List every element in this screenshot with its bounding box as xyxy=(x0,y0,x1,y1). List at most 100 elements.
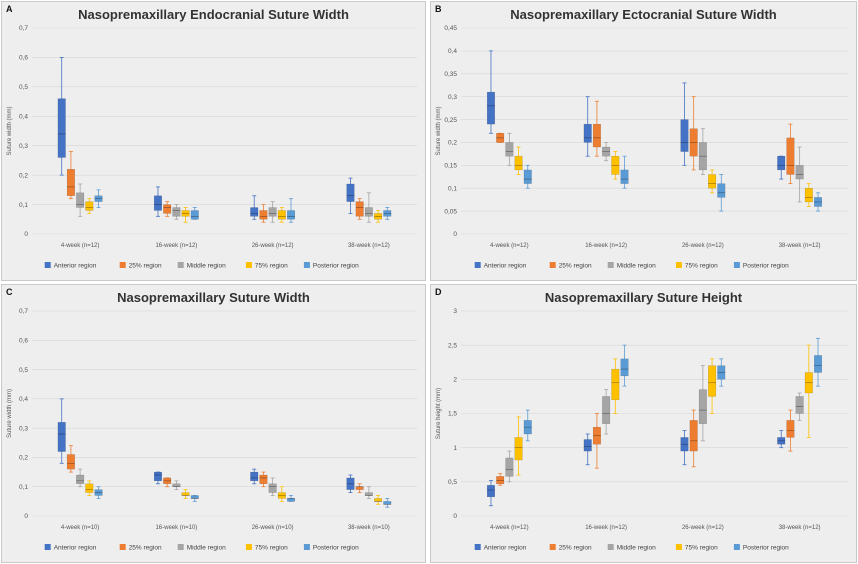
box-iqr xyxy=(190,210,199,220)
y-tick-label: 0,1 xyxy=(19,484,28,491)
legend-label: Posterior region xyxy=(313,263,359,270)
box-iqr xyxy=(804,188,813,203)
box-plot xyxy=(602,389,611,435)
box-iqr xyxy=(163,204,172,214)
box-iqr xyxy=(786,137,795,175)
y-tick-label: 0,2 xyxy=(448,140,457,147)
box-plot xyxy=(689,96,698,171)
x-category-label: 26-week (n=12) xyxy=(682,525,724,531)
box-plot xyxy=(795,146,804,203)
box-iqr xyxy=(611,368,620,401)
box-iqr xyxy=(364,492,373,496)
legend-swatch xyxy=(245,262,252,268)
y-tick-label: 0,15 xyxy=(444,163,457,170)
y-tick-label: 0,4 xyxy=(19,113,28,120)
legend-swatch xyxy=(607,262,614,268)
box-iqr xyxy=(94,489,103,496)
legend-swatch xyxy=(675,262,682,268)
box-iqr xyxy=(355,201,364,217)
box-iqr xyxy=(374,498,383,502)
legend-label: Middle region xyxy=(617,545,656,552)
box-iqr xyxy=(57,98,66,158)
box-iqr xyxy=(172,483,181,487)
y-tick-label: 0,2 xyxy=(19,455,28,462)
box-iqr xyxy=(190,495,199,499)
box-iqr xyxy=(708,365,717,397)
box-iqr xyxy=(505,142,514,157)
box-plot xyxy=(814,192,823,212)
y-tick-label: 0,6 xyxy=(19,55,28,62)
panel-label: D xyxy=(435,287,442,297)
box-plot xyxy=(190,495,199,502)
y-tick-label: 1 xyxy=(453,445,457,452)
chart-title: Nasopremaxillary Suture Height xyxy=(545,290,743,305)
box-plot xyxy=(611,358,620,414)
x-category-label: 4-week (n=12) xyxy=(490,525,529,531)
box-plot xyxy=(698,128,707,175)
legend-label: 25% region xyxy=(129,545,162,552)
chart-title: Nasopremaxillary Ectocranial Suture Widt… xyxy=(510,7,777,22)
box-plot xyxy=(620,344,629,387)
box-plot xyxy=(583,433,592,466)
y-tick-label: 0,1 xyxy=(19,202,28,209)
box-plot xyxy=(804,344,813,438)
box-plot xyxy=(181,207,190,223)
box-iqr xyxy=(514,437,523,461)
x-category-label: 38-week (n=12) xyxy=(348,243,390,249)
y-tick-label: 0,7 xyxy=(19,25,28,32)
legend-swatch xyxy=(549,544,556,550)
legend-label: Posterior region xyxy=(743,545,789,552)
box-iqr xyxy=(277,492,286,499)
legend-label: 75% region xyxy=(255,263,288,270)
legend-swatch xyxy=(549,262,556,268)
legend-label: Middle region xyxy=(187,263,226,270)
x-category-label: 16-week (n=10) xyxy=(155,525,197,531)
box-iqr xyxy=(795,396,804,414)
box-iqr xyxy=(620,358,629,377)
box-plot xyxy=(514,146,523,175)
box-plot xyxy=(346,177,355,214)
box-iqr xyxy=(795,165,804,180)
y-tick-label: 0 xyxy=(24,513,28,520)
box-plot xyxy=(592,413,601,469)
box-plot xyxy=(259,471,268,488)
box-plot xyxy=(514,416,523,476)
box-plot xyxy=(259,204,268,223)
box-plot xyxy=(486,480,495,507)
box-iqr xyxy=(346,183,355,202)
y-tick-label: 0 xyxy=(24,231,28,238)
box-plot xyxy=(268,477,277,496)
box-iqr xyxy=(76,474,85,484)
legend-label: 75% region xyxy=(685,263,718,270)
box-plot xyxy=(777,155,786,180)
box-iqr xyxy=(250,471,259,482)
box-iqr xyxy=(383,501,392,505)
box-plot xyxy=(94,486,103,499)
legend-swatch xyxy=(44,262,51,268)
x-category-label: 16-week (n=12) xyxy=(585,525,627,531)
box-iqr xyxy=(364,207,373,217)
x-category-label: 16-week (n=12) xyxy=(155,243,197,249)
x-category-label: 38-week (n=12) xyxy=(779,243,821,249)
box-iqr xyxy=(523,169,532,184)
box-iqr xyxy=(717,183,726,198)
box-plot xyxy=(85,480,94,496)
box-plot xyxy=(611,151,620,180)
x-category-label: 16-week (n=12) xyxy=(585,243,627,249)
legend-swatch xyxy=(177,262,184,268)
legend-swatch xyxy=(733,262,740,268)
chart-c-svg: C Nasopremaxillary Suture Width 0 0,1 0,2 0,3… xyxy=(6,287,417,552)
box-plot xyxy=(94,189,103,208)
box-iqr xyxy=(57,422,66,452)
box-plot xyxy=(689,409,698,468)
legend-swatch xyxy=(303,544,310,550)
x-category-label: 26-week (n=10) xyxy=(252,525,294,531)
x-category-label: 26-week (n=12) xyxy=(252,243,294,249)
box-plot xyxy=(486,50,495,134)
box-plot xyxy=(680,430,689,466)
box-iqr xyxy=(383,210,392,217)
legend-label: 25% region xyxy=(559,545,592,552)
y-tick-label: 0,6 xyxy=(19,337,28,344)
legend-label: Posterior region xyxy=(743,263,789,270)
box-iqr xyxy=(153,471,162,482)
